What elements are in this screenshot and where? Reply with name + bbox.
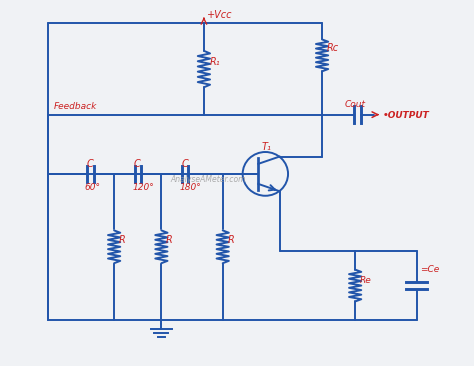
Text: +Vcc: +Vcc: [207, 10, 233, 20]
Text: R₁: R₁: [210, 56, 221, 67]
Text: AnalyseAMeter.com: AnalyseAMeter.com: [171, 175, 246, 184]
Text: Rc: Rc: [327, 43, 339, 53]
Text: R: R: [228, 235, 234, 245]
Text: 120°: 120°: [132, 183, 154, 192]
Text: =Ce: =Ce: [420, 265, 439, 274]
Text: Cout: Cout: [344, 100, 365, 109]
Text: R: R: [119, 235, 126, 245]
Text: 180°: 180°: [179, 183, 201, 192]
Text: C: C: [87, 159, 93, 169]
Text: Re: Re: [360, 276, 372, 285]
Text: C: C: [134, 159, 141, 169]
Text: C: C: [181, 159, 188, 169]
Text: 60°: 60°: [85, 183, 101, 192]
Text: •OUTPUT: •OUTPUT: [383, 111, 430, 120]
Text: R: R: [166, 235, 173, 245]
Text: Feedback: Feedback: [54, 102, 97, 111]
Text: T₁: T₁: [262, 142, 272, 152]
